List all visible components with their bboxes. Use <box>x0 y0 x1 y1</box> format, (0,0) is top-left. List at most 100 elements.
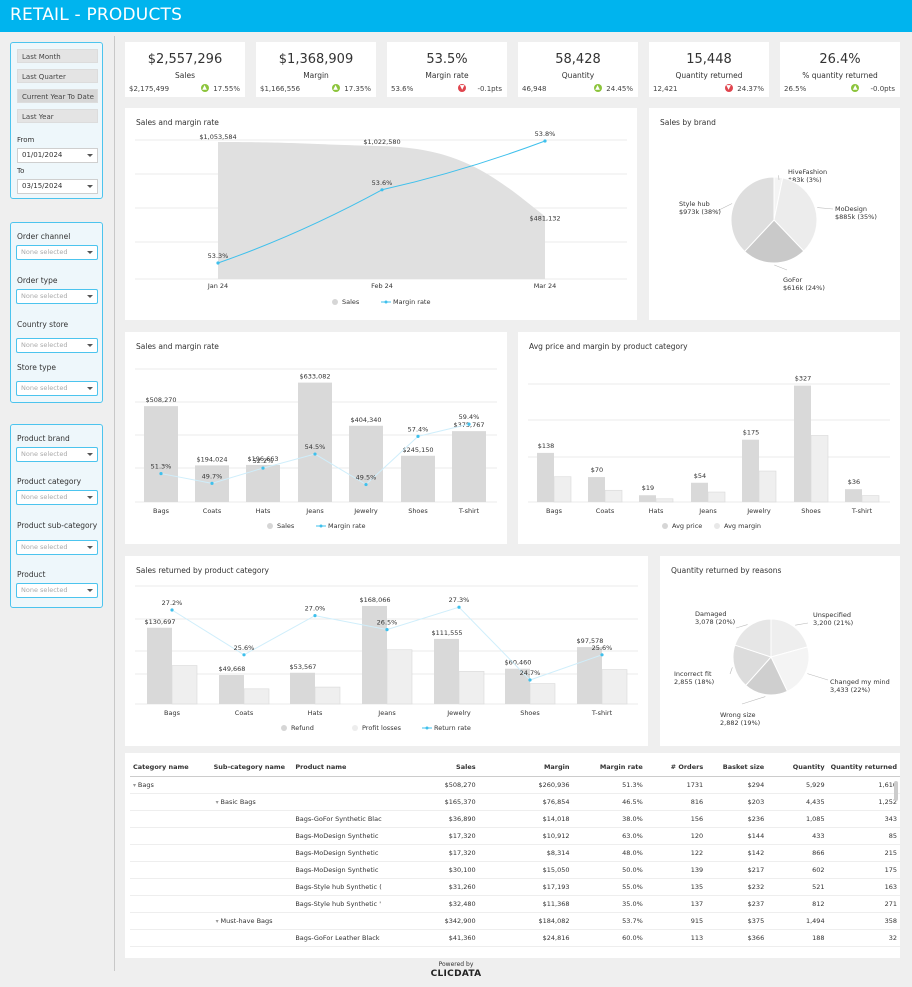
table-cell: 521 <box>767 878 828 896</box>
table-row[interactable]: Bags-MoDesign Synthetic $17,320 $10,912 63.… <box>130 827 900 845</box>
product-select[interactable]: None selected <box>16 583 98 598</box>
table-cell: 38.0% <box>572 810 646 828</box>
table-row[interactable]: Bags-MoDesign Synthetic $30,100 $15,050 50.… <box>130 861 900 879</box>
return-rate-label: 26.5% <box>377 619 398 627</box>
product-brand-select[interactable]: None selected <box>16 447 98 462</box>
cell-value: 602 <box>812 865 825 874</box>
table-row[interactable]: Bags-Style hub Synthetic ' $32,480 $11,368… <box>130 895 900 913</box>
table-cell: $144 <box>706 827 768 845</box>
column-header[interactable]: Sub-category name <box>210 758 293 777</box>
table-header-row: Category name Sub-category name Product na… <box>130 758 900 777</box>
legend-profit-losses-swatch <box>352 725 358 731</box>
expand-toggle-icon[interactable]: ▾ <box>133 781 138 789</box>
order-channel-select[interactable]: None selected <box>16 245 98 260</box>
return-rate-label: 25.6% <box>234 644 255 652</box>
order-type-select[interactable]: None selected <box>16 289 98 304</box>
preset-last-quarter[interactable]: Last Quarter <box>17 69 98 83</box>
preset-last-month[interactable]: Last Month <box>17 49 98 63</box>
kpi-previous-value: 26.5% <box>784 85 807 93</box>
sales-margin-category-card: Sales and margin rate $508,270 $194,024 $1… <box>125 332 507 544</box>
product-category-select[interactable]: None selected <box>16 490 98 505</box>
avg-price-label: $36 <box>848 478 860 486</box>
from-date-input[interactable]: 01/01/2024 <box>17 148 98 163</box>
cell-value: 60.0% <box>622 933 643 942</box>
product-subcategory-value: None selected <box>21 543 68 551</box>
cell-value: $203 <box>747 797 765 806</box>
table-cell: $217 <box>706 861 768 879</box>
refund-label: $53,567 <box>290 663 317 671</box>
to-date-input[interactable]: 03/15/2024 <box>17 179 98 194</box>
preset-current-ytd[interactable]: Current Year To Date <box>17 89 98 103</box>
cell-value: 48.0% <box>622 848 643 857</box>
column-header[interactable]: Category name <box>130 758 211 777</box>
cell-value: 358 <box>884 916 897 925</box>
table-cell: Bags-GoFor Synthetic Blac <box>292 810 385 828</box>
pie-slice-name: HiveFashion <box>788 168 827 176</box>
table-cell: $294 <box>706 776 768 794</box>
pie-slice-name: Wrong size <box>720 711 756 719</box>
country-store-select[interactable]: None selected <box>16 338 98 353</box>
from-label: From <box>17 136 35 144</box>
table-cell: 271 <box>827 895 900 913</box>
products-table-card: Category name Sub-category name Product na… <box>125 753 900 958</box>
margin-rate-point <box>416 434 420 438</box>
table-row[interactable]: Bags-Style hub Synthetic ($31,260 $17,193… <box>130 878 900 896</box>
avg-margin-bar <box>861 495 880 503</box>
kpi-previous-value: 53.6% <box>391 85 414 93</box>
table-cell: 122 <box>645 844 707 862</box>
table-scrollbar[interactable] <box>894 781 898 801</box>
column-header[interactable]: Product name <box>292 758 385 777</box>
return-rate-point <box>457 605 461 609</box>
products-table: Category name Sub-category name Product na… <box>130 758 900 947</box>
table-row[interactable]: ▾ Basic Bags $165,370 $76,854 46.5% 816 $203 4… <box>130 793 900 811</box>
table-cell: 188 <box>767 929 828 947</box>
return-rate-point <box>170 608 174 612</box>
table-cell: $366 <box>706 929 768 947</box>
store-type-select[interactable]: None selected <box>16 381 98 396</box>
table-row[interactable]: Bags-MoDesign Synthetic $17,320 $8,314 48.0… <box>130 844 900 862</box>
column-header[interactable]: Margin rate <box>572 758 646 777</box>
cell-value: 163 <box>884 882 897 891</box>
column-header[interactable]: Margin <box>478 758 573 777</box>
column-header[interactable]: Basket size <box>706 758 768 777</box>
product-brand-value: None selected <box>21 450 68 458</box>
column-header[interactable]: Quantity returned <box>827 758 900 777</box>
column-header[interactable]: Sales <box>384 758 479 777</box>
column-header[interactable]: Quantity <box>767 758 828 777</box>
cell-value: $76,854 <box>542 797 570 806</box>
preset-last-year[interactable]: Last Year <box>17 109 98 123</box>
cell-value: $232 <box>747 882 765 891</box>
cell-value: Bags-MoDesign Synthetic <box>295 848 379 857</box>
table-row[interactable]: Bags-GoFor Leather Black $41,360 $24,816 60… <box>130 929 900 947</box>
expand-toggle-icon[interactable]: ▾ <box>215 917 221 925</box>
legend-margin-rate: Margin rate <box>393 298 430 306</box>
table-cell <box>210 929 293 947</box>
table-cell: 215 <box>827 844 900 862</box>
table-row[interactable]: ▾ Must-have Bags $342,900 $184,082 53.7% 915… <box>130 912 900 930</box>
store-type-label: Store type <box>17 363 56 372</box>
margin-rate-label: 51.3% <box>151 463 172 471</box>
table-cell: ▾ Bags <box>130 776 211 794</box>
pie-slice-value: 2,855 (18%) <box>674 678 714 686</box>
sales-returned-chart: $130,697 Bags $49,668 Coats $53,567 Hats $168,… <box>135 585 638 732</box>
table-cell: 812 <box>767 895 828 913</box>
column-header[interactable]: # Orders <box>645 758 707 777</box>
cell-value: 51.3% <box>622 780 643 789</box>
table-row[interactable]: Bags-GoFor Synthetic Blac $36,890 $14,018 3… <box>130 810 900 828</box>
table-cell: 1,494 <box>767 912 828 930</box>
product-subcategory-select[interactable]: None selected <box>16 540 98 555</box>
margin-rate-label: 54.5% <box>305 443 326 451</box>
expand-toggle-icon[interactable]: ▾ <box>215 798 221 806</box>
table-cell <box>210 810 293 828</box>
cell-value: Must-have Bags <box>220 916 273 925</box>
kpi-value: 15,448 <box>686 52 732 67</box>
table-row[interactable]: ▾ Bags $508,270 $260,936 51.3% 1731 $294 5,929… <box>130 776 900 794</box>
table-cell: Bags-GoFor Leather Black <box>292 929 385 947</box>
legend-refund-swatch <box>281 725 287 731</box>
cell-value: 521 <box>812 882 825 891</box>
x-tick-label: Bags <box>153 507 170 515</box>
cell-value: 38.0% <box>622 814 643 823</box>
cell-value: 139 <box>690 865 704 874</box>
table-cell: 139 <box>645 861 707 879</box>
kpi-change: 17.35% <box>344 85 371 93</box>
